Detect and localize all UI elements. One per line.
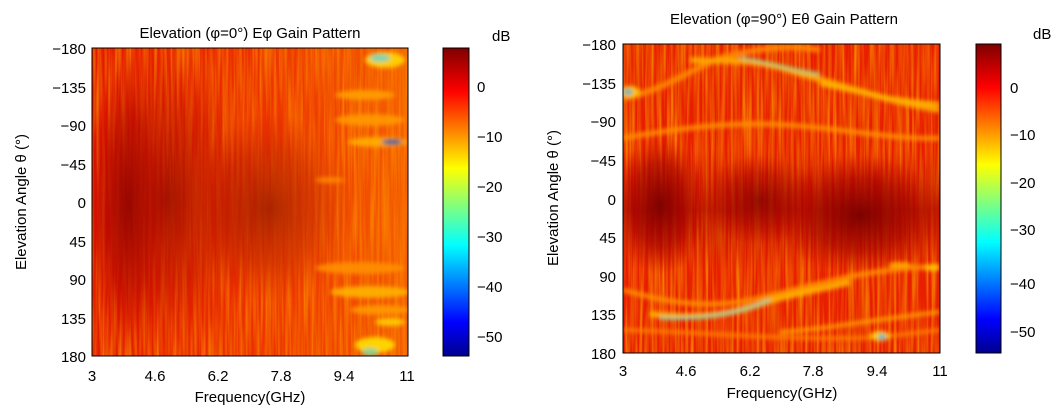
x-tick: 3 <box>88 368 96 385</box>
panel-1-y-ticks: −180 −135 −90 −45 0 45 90 135 180 <box>52 41 86 366</box>
y-tick: 45 <box>69 234 86 251</box>
y-tick: 135 <box>591 307 616 324</box>
colorbar-tick: −30 <box>1010 222 1035 239</box>
x-tick: 6.2 <box>740 363 761 380</box>
x-tick: 9.4 <box>334 368 355 385</box>
x-tick: 7.8 <box>271 368 292 385</box>
x-tick: 6.2 <box>208 368 229 385</box>
x-tick: 4.6 <box>145 368 166 385</box>
colorbar-tick: −10 <box>1010 127 1035 144</box>
x-tick: 4.6 <box>676 363 697 380</box>
x-tick: 9.4 <box>867 363 888 380</box>
panel-1-x-label: Frequency(GHz) <box>195 389 306 406</box>
panel-2-x-ticks: 3 4.6 6.2 7.8 9.4 11 <box>619 363 948 380</box>
colorbar-tick: −20 <box>1010 175 1035 192</box>
colorbar-tick: −40 <box>477 279 502 296</box>
colorbar-tick: −20 <box>477 179 502 196</box>
panel-2-x-label: Frequency(GHz) <box>727 385 838 402</box>
y-tick: −180 <box>582 37 616 54</box>
x-tick: 7.8 <box>803 363 824 380</box>
panel-2-colorbar: dB 0 −10 −20 −30 −40 −50 <box>975 26 1051 354</box>
y-tick: −45 <box>61 157 86 174</box>
colorbar-tick: −30 <box>477 229 502 246</box>
y-tick: 90 <box>599 269 616 286</box>
colorbar-label: dB <box>492 28 510 45</box>
colorbar-tick: −50 <box>477 329 502 346</box>
panel-2-y-ticks: −180 −135 −90 −45 0 45 90 135 180 <box>582 37 616 363</box>
y-tick: 180 <box>61 349 86 366</box>
panel-1-x-ticks: 3 4.6 6.2 7.8 9.4 11 <box>88 368 415 385</box>
y-tick: −90 <box>591 114 616 131</box>
panel-2-title: Elevation (φ=90°) Eθ Gain Pattern <box>670 11 898 28</box>
colorbar-tick: 0 <box>1010 80 1018 97</box>
panel-1-heatmap <box>92 48 408 356</box>
colorbar-tick: 0 <box>477 79 485 96</box>
panel-2: Elevation (φ=90°) Eθ Gain Pattern <box>545 11 1051 402</box>
x-tick: 11 <box>399 368 415 385</box>
y-tick: −135 <box>52 80 86 97</box>
panel-2-y-label: Elevation Angle θ (°) <box>545 130 562 266</box>
colorbar-label: dB <box>1033 26 1051 43</box>
y-tick: 90 <box>69 272 86 289</box>
y-tick: −135 <box>582 76 616 93</box>
colorbar-tick: −50 <box>1010 324 1035 341</box>
x-tick: 11 <box>932 363 948 380</box>
panel-1-title: Elevation (φ=0°) Eφ Gain Pattern <box>140 25 361 42</box>
x-tick: 3 <box>619 363 627 380</box>
panel-1: Elevation (φ=0°) Eφ Gain Pattern <box>13 25 510 406</box>
y-tick: 45 <box>599 230 616 247</box>
colorbar-tick: −40 <box>1010 276 1035 293</box>
y-tick: 180 <box>591 346 616 363</box>
panel-1-colorbar: dB 0 −10 −20 −30 −40 −50 <box>442 28 510 357</box>
y-tick: −45 <box>591 153 616 170</box>
y-tick: 135 <box>61 311 86 328</box>
y-tick: 0 <box>78 195 86 212</box>
y-tick: −180 <box>52 41 86 58</box>
y-tick: −90 <box>61 118 86 135</box>
y-tick: 0 <box>608 192 616 209</box>
panel-1-y-label: Elevation Angle θ (°) <box>13 134 30 270</box>
colorbar-tick: −10 <box>477 129 502 146</box>
panel-2-heatmap <box>623 44 940 353</box>
